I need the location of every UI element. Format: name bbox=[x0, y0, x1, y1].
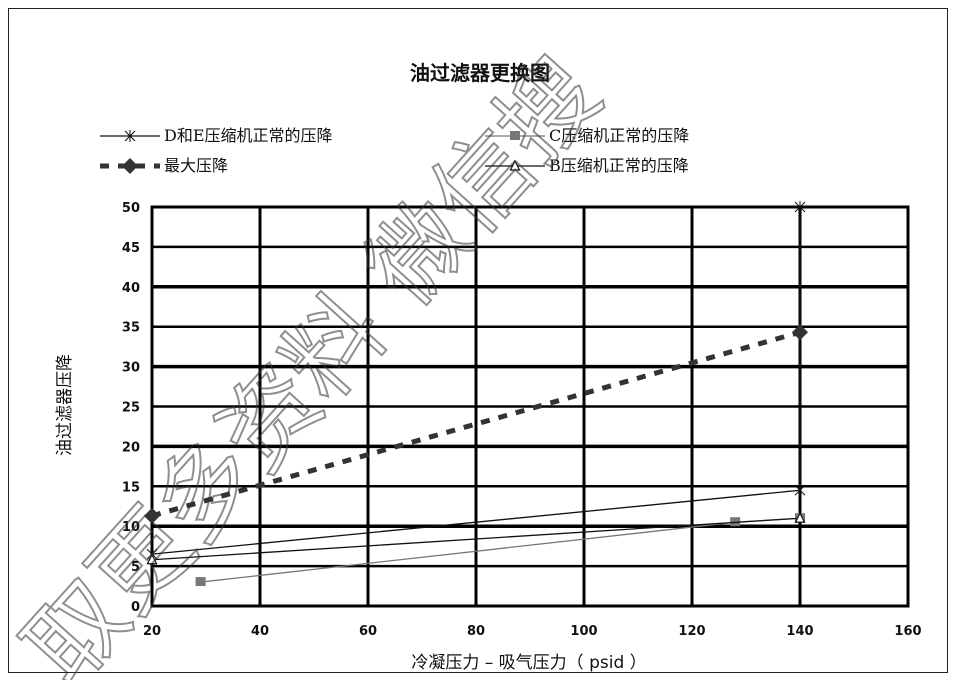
series-3 bbox=[146, 511, 806, 565]
y-tick-label: 45 bbox=[122, 241, 140, 256]
series-group bbox=[144, 201, 808, 587]
legend-label: 最大压降 bbox=[164, 156, 228, 175]
legend-label: D和E压缩机正常的压降 bbox=[164, 126, 333, 145]
triangle-marker bbox=[794, 511, 806, 523]
y-tick-label: 35 bbox=[122, 321, 140, 336]
y-tick-label: 10 bbox=[122, 520, 140, 535]
triangle-marker bbox=[509, 159, 521, 171]
legend-item-2: 最大压降 bbox=[100, 156, 228, 175]
grid bbox=[150, 205, 910, 608]
y-tick-label: 20 bbox=[122, 440, 140, 455]
series-line bbox=[151, 517, 801, 561]
star-marker bbox=[794, 484, 806, 497]
star-marker bbox=[794, 201, 806, 213]
legend-item-1: C压缩机正常的压降 bbox=[485, 126, 689, 145]
diamond-marker bbox=[792, 324, 808, 341]
diamond-marker bbox=[122, 158, 138, 174]
x-tick-label: 160 bbox=[894, 624, 921, 639]
legend-item-3: B压缩机正常的压降 bbox=[485, 156, 689, 175]
plot-border bbox=[150, 205, 910, 608]
x-tick-label: 120 bbox=[678, 624, 705, 639]
series-2 bbox=[144, 324, 808, 524]
y-tick-label: 25 bbox=[122, 401, 140, 416]
x-axis-label: 冷凝压力 – 吸气压力（ psid ） bbox=[411, 653, 646, 673]
chart-frame bbox=[8, 8, 948, 673]
star-marker bbox=[124, 130, 136, 142]
y-axis-label: 油过滤器压降 bbox=[55, 354, 75, 456]
square-marker bbox=[730, 517, 741, 527]
legend-label: C压缩机正常的压降 bbox=[549, 126, 689, 145]
square-marker bbox=[510, 131, 520, 140]
legend-item-0: D和E压缩机正常的压降 bbox=[100, 126, 333, 145]
x-tick-label: 60 bbox=[359, 624, 377, 639]
x-tick-label: 80 bbox=[467, 624, 485, 639]
legend-label: B压缩机正常的压降 bbox=[549, 156, 689, 175]
y-tick-label: 40 bbox=[122, 281, 140, 296]
square-marker bbox=[195, 577, 206, 587]
diamond-marker bbox=[144, 507, 160, 524]
y-tick-label: 0 bbox=[131, 600, 140, 615]
x-tick-label: 20 bbox=[143, 624, 161, 639]
x-tick-label: 100 bbox=[570, 624, 597, 639]
x-tick-label: 140 bbox=[786, 624, 813, 639]
chart-title: 油过滤器更换图 bbox=[410, 61, 550, 85]
y-tick-label: 15 bbox=[122, 480, 140, 495]
y-tick-label: 30 bbox=[122, 361, 140, 376]
tick-labels: 0 5 10 15 20 25 30 35 40 45 50 20 40 60 80 100 120 140 160 bbox=[122, 201, 922, 639]
y-tick-label: 5 bbox=[131, 560, 140, 575]
series-line bbox=[151, 329, 801, 519]
x-tick-label: 40 bbox=[251, 624, 269, 639]
triangle-marker bbox=[146, 553, 158, 565]
y-tick-label: 50 bbox=[122, 201, 140, 216]
